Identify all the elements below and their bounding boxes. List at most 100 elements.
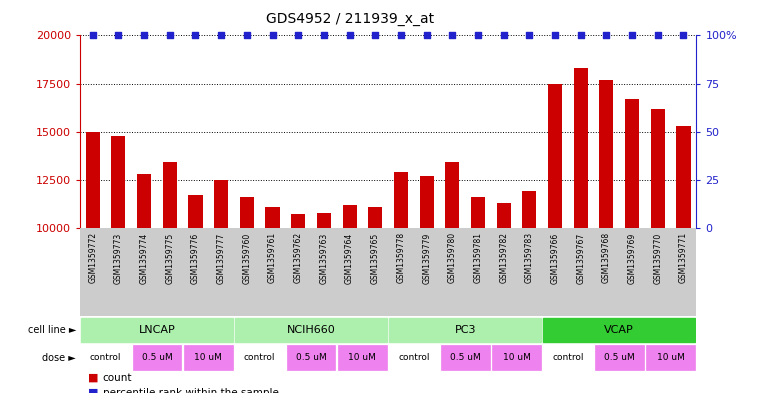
Point xyxy=(677,32,689,39)
Text: GSM1359761: GSM1359761 xyxy=(268,232,277,283)
Bar xyxy=(574,68,587,228)
Text: GSM1359776: GSM1359776 xyxy=(191,232,200,284)
Text: GSM1359769: GSM1359769 xyxy=(628,232,637,284)
Bar xyxy=(214,180,228,228)
Bar xyxy=(368,207,382,228)
Text: ■: ■ xyxy=(88,388,98,393)
Text: GSM1359764: GSM1359764 xyxy=(345,232,354,284)
Text: control: control xyxy=(244,353,275,362)
Point xyxy=(421,32,433,39)
Point xyxy=(164,32,176,39)
Text: GSM1359779: GSM1359779 xyxy=(422,232,431,284)
Text: GSM1359762: GSM1359762 xyxy=(294,232,303,283)
Bar xyxy=(471,197,485,228)
Text: GSM1359760: GSM1359760 xyxy=(242,232,251,284)
Bar xyxy=(81,318,233,342)
Bar xyxy=(81,345,130,370)
Bar xyxy=(595,345,644,370)
Point xyxy=(626,32,638,39)
Text: 0.5 uM: 0.5 uM xyxy=(450,353,480,362)
Point xyxy=(138,32,150,39)
Text: GSM1359783: GSM1359783 xyxy=(525,232,534,283)
Text: 10 uM: 10 uM xyxy=(349,353,377,362)
Bar xyxy=(338,345,387,370)
Bar xyxy=(189,195,202,228)
Bar xyxy=(342,205,357,228)
Text: control: control xyxy=(90,353,121,362)
Text: 0.5 uM: 0.5 uM xyxy=(296,353,326,362)
Bar xyxy=(317,213,331,228)
Bar xyxy=(184,345,233,370)
Point xyxy=(292,32,304,39)
Text: PC3: PC3 xyxy=(454,325,476,334)
Text: GSM1359778: GSM1359778 xyxy=(396,232,406,283)
Text: GSM1359766: GSM1359766 xyxy=(550,232,559,284)
Bar xyxy=(394,172,408,228)
Point xyxy=(318,32,330,39)
Point xyxy=(266,32,279,39)
Text: NCIH660: NCIH660 xyxy=(287,325,336,334)
Point xyxy=(215,32,228,39)
Bar xyxy=(548,83,562,228)
Bar xyxy=(390,345,438,370)
Bar xyxy=(287,345,336,370)
Bar xyxy=(445,162,460,228)
Text: GSM1359780: GSM1359780 xyxy=(447,232,457,283)
Bar xyxy=(543,318,695,342)
Text: GSM1359770: GSM1359770 xyxy=(653,232,662,284)
Point xyxy=(600,32,613,39)
Bar xyxy=(625,99,639,228)
Text: ■: ■ xyxy=(88,373,98,383)
Bar xyxy=(543,345,592,370)
Text: GSM1359763: GSM1359763 xyxy=(320,232,329,284)
Bar xyxy=(522,191,537,228)
Text: GSM1359771: GSM1359771 xyxy=(679,232,688,283)
Point xyxy=(369,32,381,39)
Point xyxy=(87,32,99,39)
Text: GSM1359775: GSM1359775 xyxy=(165,232,174,284)
Text: 0.5 uM: 0.5 uM xyxy=(142,353,172,362)
Point xyxy=(472,32,484,39)
Point xyxy=(575,32,587,39)
Point xyxy=(395,32,407,39)
Bar xyxy=(111,136,126,228)
Text: dose ►: dose ► xyxy=(43,353,76,363)
Bar xyxy=(441,345,489,370)
Text: 10 uM: 10 uM xyxy=(194,353,222,362)
Point xyxy=(343,32,355,39)
Point xyxy=(189,32,202,39)
Text: GSM1359768: GSM1359768 xyxy=(602,232,611,283)
Bar xyxy=(600,80,613,228)
Bar xyxy=(163,162,177,228)
Text: 0.5 uM: 0.5 uM xyxy=(604,353,635,362)
Text: GSM1359767: GSM1359767 xyxy=(576,232,585,284)
Text: control: control xyxy=(552,353,584,362)
Point xyxy=(498,32,510,39)
Text: GSM1359765: GSM1359765 xyxy=(371,232,380,284)
Bar xyxy=(86,132,100,228)
Text: GDS4952 / 211939_x_at: GDS4952 / 211939_x_at xyxy=(266,12,434,26)
Text: count: count xyxy=(103,373,132,383)
Text: GSM1359782: GSM1359782 xyxy=(499,232,508,283)
Bar xyxy=(132,345,181,370)
Text: control: control xyxy=(398,353,429,362)
Bar xyxy=(651,108,665,228)
Text: 10 uM: 10 uM xyxy=(502,353,530,362)
Bar xyxy=(419,176,434,228)
Bar xyxy=(497,203,511,228)
Bar xyxy=(677,126,690,228)
Point xyxy=(240,32,253,39)
Bar xyxy=(235,318,387,342)
Point xyxy=(524,32,536,39)
Point xyxy=(549,32,561,39)
Text: percentile rank within the sample: percentile rank within the sample xyxy=(103,388,279,393)
Point xyxy=(651,32,664,39)
Bar xyxy=(240,197,254,228)
Bar xyxy=(235,345,284,370)
Text: GSM1359772: GSM1359772 xyxy=(88,232,97,283)
Bar xyxy=(137,174,151,228)
Bar xyxy=(266,207,279,228)
Bar xyxy=(492,345,541,370)
Text: GSM1359781: GSM1359781 xyxy=(473,232,482,283)
Text: 10 uM: 10 uM xyxy=(657,353,685,362)
